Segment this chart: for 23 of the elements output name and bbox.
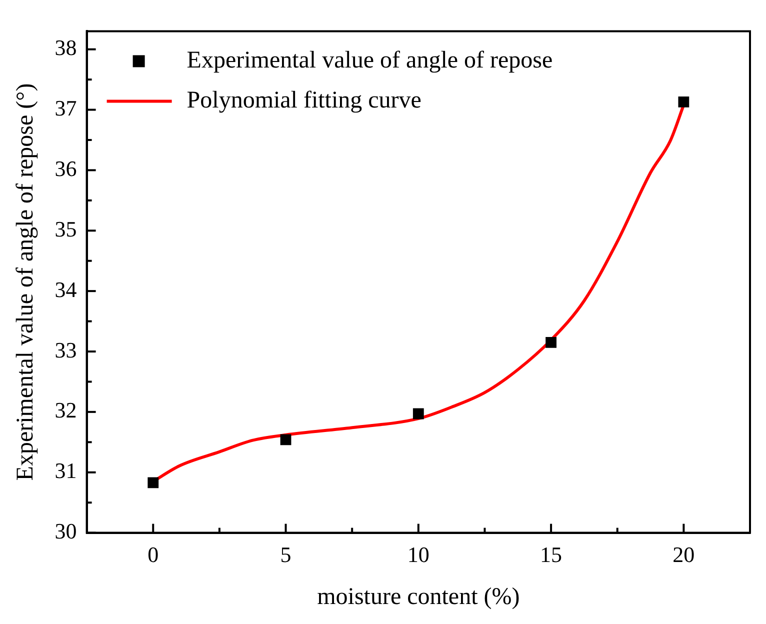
legend-label: Experimental value of angle of repose	[186, 47, 553, 74]
point	[546, 336, 556, 348]
y-axis-title: Experimental value of angle of repose (°)	[12, 83, 39, 481]
legend-label: Polynomial fitting curve	[186, 87, 422, 114]
point	[412, 408, 424, 420]
y-tick-label: 36	[54, 156, 77, 181]
y-tick-label: 34	[54, 276, 77, 302]
x-tick-label: 5	[280, 542, 292, 567]
point	[678, 96, 690, 108]
y-tick-label: 38	[54, 35, 77, 60]
y-tick-label: 33	[54, 337, 77, 362]
y-tick-label: 31	[54, 458, 77, 484]
point	[280, 434, 292, 446]
x-tick-label: 0	[148, 542, 159, 567]
y-tick-label: 32	[54, 398, 77, 423]
y-tick-label: 37	[54, 96, 77, 121]
x-tick-label: 15	[540, 542, 562, 567]
x-axis-title: moisture content (%)	[317, 584, 520, 610]
y-tick-label: 35	[54, 216, 77, 242]
x-tick-label: 20	[672, 542, 695, 567]
y-tick-label: 30	[54, 518, 77, 544]
x-tick-label: 10	[407, 542, 430, 567]
point	[148, 477, 159, 488]
